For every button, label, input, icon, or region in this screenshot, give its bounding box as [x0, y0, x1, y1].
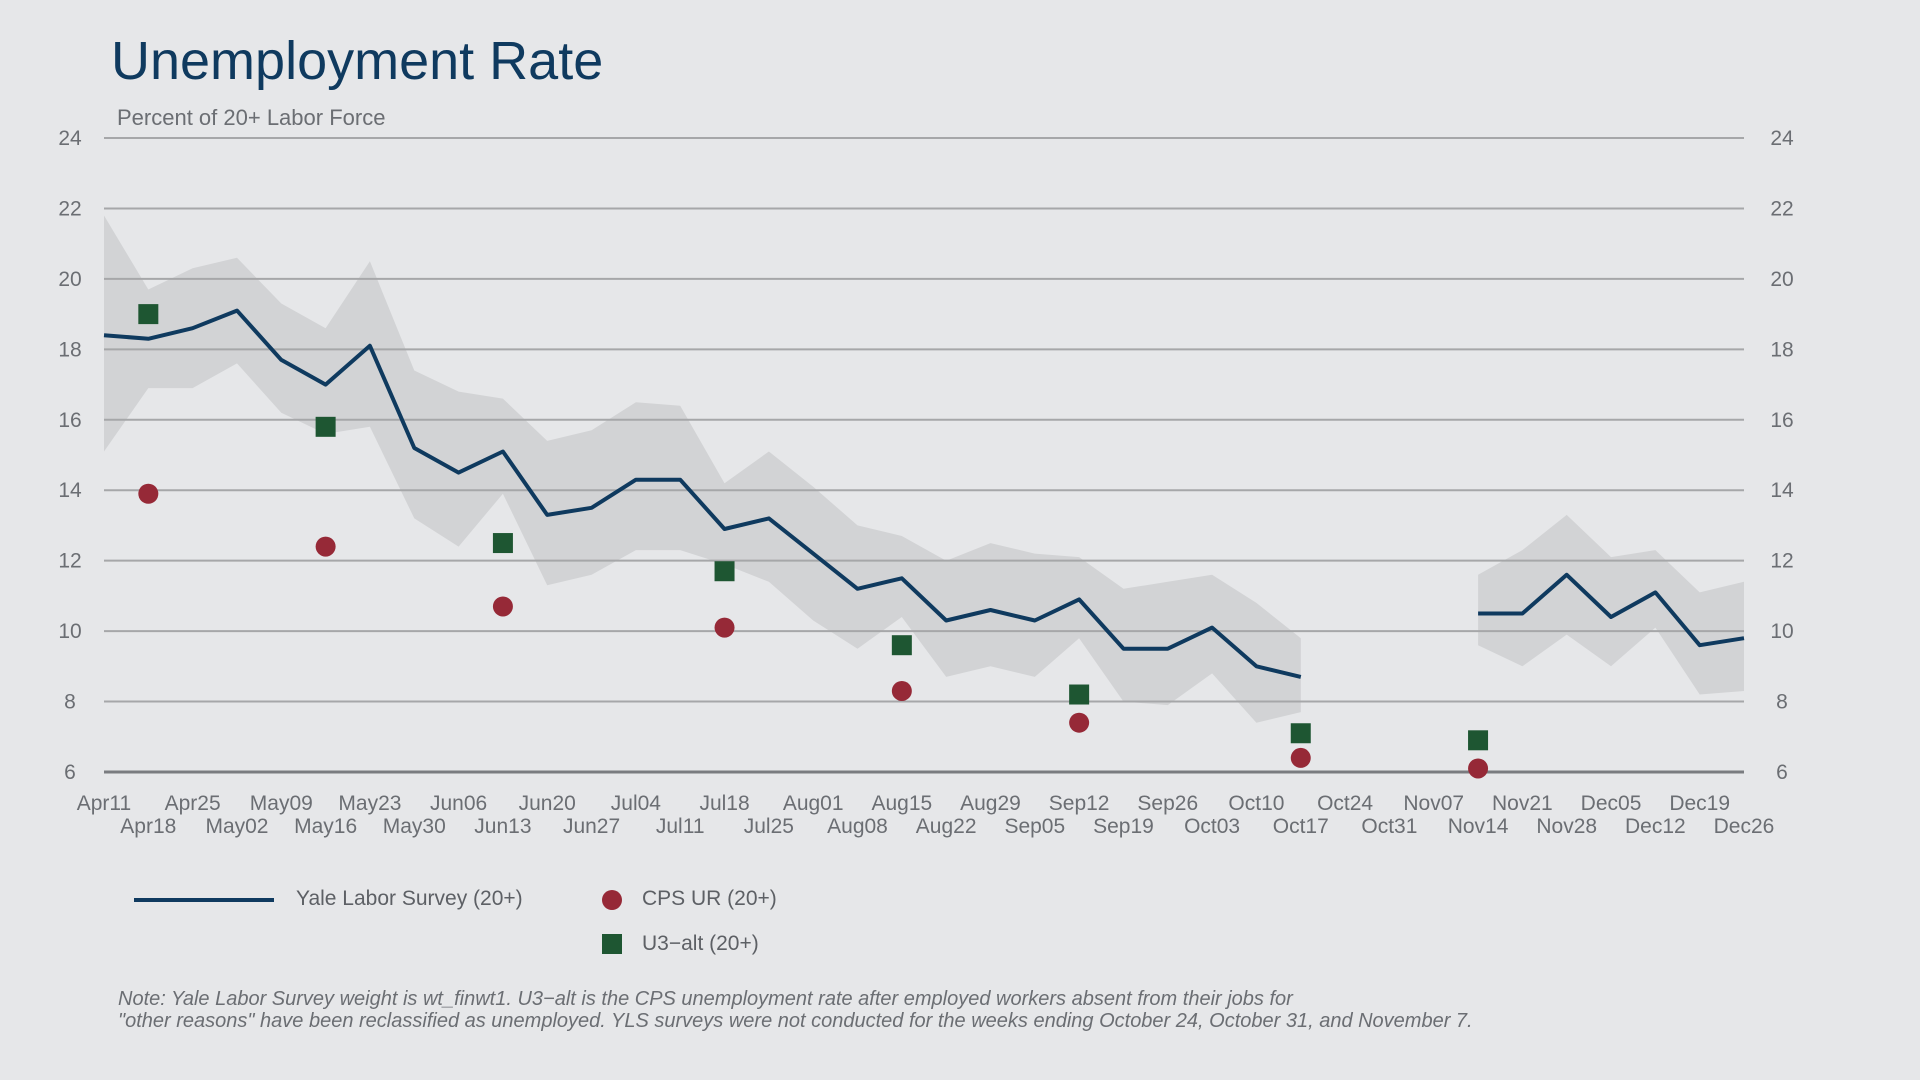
x-tick-label-bottom: Oct03 — [1184, 815, 1240, 838]
x-tick-label-top: Sep12 — [1049, 792, 1110, 815]
x-tick-label-bottom: Dec12 — [1625, 815, 1686, 838]
y-tick-label-left: 8 — [64, 691, 76, 714]
markers-group — [138, 304, 1489, 779]
y-tick-label-right: 22 — [1770, 197, 1793, 220]
x-tick-label-top: Apr25 — [165, 792, 221, 815]
cps-point — [138, 483, 159, 504]
cps-point — [714, 617, 735, 638]
cps-point — [492, 596, 513, 617]
yls-line-group — [103, 308, 1745, 679]
cps-point — [891, 680, 912, 701]
y-tick-label-right: 24 — [1770, 127, 1794, 150]
u3alt-point — [315, 416, 336, 437]
x-tick-label-top: Jul18 — [699, 792, 749, 815]
x-tick-label-bottom: May16 — [294, 815, 357, 838]
x-tick-label-bottom: Dec26 — [1714, 815, 1775, 838]
x-tick-label-bottom: Apr18 — [120, 815, 176, 838]
x-tick-label-bottom: Oct17 — [1273, 815, 1329, 838]
u3alt-point — [492, 533, 513, 554]
chart-subtitle: Percent of 20+ Labor Force — [117, 105, 386, 130]
u3alt-point — [891, 635, 912, 656]
x-tick-label-top: Oct24 — [1317, 792, 1373, 815]
y-tick-label-left: 16 — [58, 409, 81, 432]
y-tick-label-right: 18 — [1770, 338, 1793, 361]
x-tick-label-top: Nov07 — [1403, 792, 1464, 815]
x-tick-label-top: Sep26 — [1137, 792, 1198, 815]
x-tick-label-top: Aug29 — [960, 792, 1021, 815]
confidence-band-group — [104, 215, 1744, 723]
confidence-band-2 — [1478, 514, 1744, 695]
legend-label-cps: CPS UR (20+) — [642, 887, 777, 910]
x-tick-label-bottom: Sep19 — [1093, 815, 1154, 838]
y-tick-label-right: 16 — [1770, 409, 1793, 432]
legend-line-swatch — [134, 898, 274, 902]
y-tick-label-right: 20 — [1770, 268, 1793, 291]
note-line-1: Note: Yale Labor Survey weight is wt_fin… — [118, 988, 1293, 1010]
x-tick-label-top: Dec19 — [1669, 792, 1730, 815]
x-tick-label-bottom: Aug22 — [916, 815, 977, 838]
u3alt-point — [1069, 684, 1090, 705]
x-tick-label-top: Apr11 — [77, 792, 131, 815]
u3alt-point — [138, 304, 159, 325]
cps-point — [315, 536, 336, 557]
legend-label-yls: Yale Labor Survey (20+) — [296, 887, 523, 910]
x-tick-label-top: May23 — [338, 792, 401, 815]
x-tick-label-bottom: Jun27 — [563, 815, 620, 838]
y-tick-label-right: 6 — [1776, 761, 1788, 784]
u3alt-point — [1468, 730, 1489, 751]
y-tick-label-right: 10 — [1770, 620, 1793, 643]
legend-label-u3alt: U3−alt (20+) — [642, 932, 759, 955]
y-tick-label-left: 18 — [58, 338, 81, 361]
legend-circle-swatch — [602, 890, 622, 910]
y-tick-label-right: 14 — [1770, 479, 1794, 502]
x-tick-label-bottom: May02 — [205, 815, 268, 838]
legend-square-swatch — [602, 934, 622, 954]
tick-labels-group: 6 6 8 8 10 10 12 12 14 14 16 16 18 18 20 20 22 22 24 24 Apr1… — [58, 127, 1794, 838]
x-tick-label-bottom: Sep05 — [1004, 815, 1065, 838]
x-tick-label-bottom: May30 — [383, 815, 446, 838]
u3alt-point — [714, 561, 735, 582]
yls-line-segment-2 — [1478, 572, 1745, 648]
yls-line-segment-1 — [103, 308, 1302, 679]
x-tick-label-top: Aug01 — [783, 792, 844, 815]
y-tick-label-left: 12 — [58, 550, 81, 573]
y-tick-label-left: 20 — [58, 268, 81, 291]
x-tick-label-bottom: Nov14 — [1448, 815, 1509, 838]
x-tick-label-bottom: Jul25 — [744, 815, 794, 838]
y-tick-label-left: 14 — [58, 479, 82, 502]
y-tick-label-left: 24 — [58, 127, 82, 150]
x-tick-label-top: Oct10 — [1228, 792, 1284, 815]
y-tick-label-left: 6 — [64, 761, 76, 784]
y-tick-label-left: 22 — [58, 197, 81, 220]
x-tick-label-bottom: Jun13 — [474, 815, 531, 838]
cps-point — [1069, 712, 1090, 733]
x-tick-label-bottom: Oct31 — [1361, 815, 1417, 838]
x-tick-label-top: Dec05 — [1581, 792, 1642, 815]
x-tick-label-top: Jun06 — [430, 792, 487, 815]
gridlines-group — [104, 137, 1744, 774]
x-tick-label-bottom: Jul11 — [656, 815, 705, 838]
y-tick-label-right: 8 — [1776, 691, 1788, 714]
y-tick-label-right: 12 — [1770, 550, 1793, 573]
u3alt-point — [1290, 723, 1311, 744]
x-tick-label-bottom: Aug08 — [827, 815, 888, 838]
cps-point — [1290, 747, 1311, 768]
y-tick-label-left: 10 — [58, 620, 81, 643]
x-tick-label-bottom: Nov28 — [1536, 815, 1597, 838]
x-tick-label-top: Jun20 — [519, 792, 576, 815]
x-tick-label-top: Aug15 — [871, 792, 932, 815]
x-tick-label-top: May09 — [250, 792, 313, 815]
confidence-band-1 — [104, 215, 1301, 723]
x-tick-label-top: Nov21 — [1492, 792, 1553, 815]
chart-title: Unemployment Rate — [111, 31, 604, 91]
note-line-2: "other reasons" have been reclassified a… — [118, 1010, 1473, 1032]
cps-point — [1468, 758, 1489, 779]
x-tick-label-top: Jul04 — [611, 792, 662, 815]
